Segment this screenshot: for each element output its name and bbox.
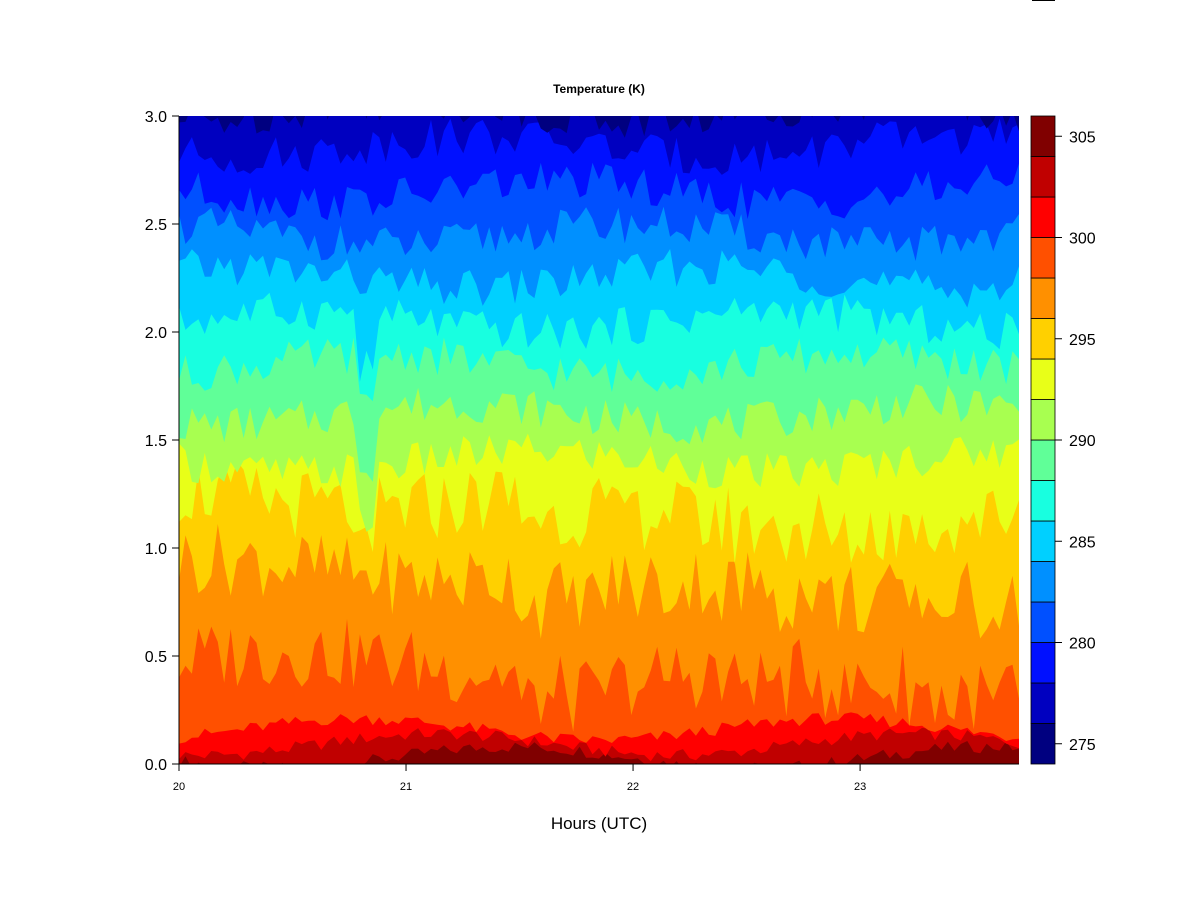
y-tick-label: 0.5 [145, 649, 167, 666]
x-tick-label: 20 [173, 781, 185, 793]
colorbar-swatch-280-282 [1030, 601, 1056, 643]
colorbar-tick-label: 305 [1069, 129, 1096, 146]
x-axis-label: Hours (UTC) [551, 814, 647, 833]
colorbar-tick-label: 290 [1069, 433, 1096, 450]
colorbar-swatch-284-286 [1030, 520, 1056, 562]
colorbar-swatch-296-298 [1030, 277, 1056, 319]
contour-plot-area [179, 116, 1019, 764]
chart-title: Temperature (K) [553, 82, 645, 96]
colorbar-swatch-288-290 [1030, 439, 1056, 481]
colorbar-swatch-274-276 [1030, 723, 1056, 765]
axes: 0.0 0.5 1.0 1.5 2.0 2.5 3.0 20 21 22 23 [145, 109, 1019, 793]
x-tick-label: 21 [400, 781, 412, 793]
colorbar-swatch-276-278 [1030, 682, 1056, 724]
colorbar-swatch-304-306 [1030, 115, 1056, 157]
colorbar-tick-label: 275 [1069, 737, 1096, 754]
y-tick-label: 2.0 [145, 325, 167, 342]
contour-band-274-276 [179, 116, 1019, 138]
colorbar: 275 280 285 290 295 300 305 [1030, 115, 1096, 765]
colorbar-swatch-282-284 [1030, 561, 1056, 603]
colorbar-swatch-298-300 [1030, 237, 1056, 279]
colorbar-swatch-292-294 [1030, 358, 1056, 400]
colorbar-tick-label: 285 [1069, 534, 1096, 551]
colorbar-tick-label: 280 [1069, 636, 1096, 653]
colorbar-swatch-302-304 [1030, 156, 1056, 198]
x-tick-label: 23 [854, 781, 866, 793]
colorbar-swatch-278-280 [1030, 642, 1056, 684]
y-tick-label: 2.5 [145, 217, 167, 234]
colorbar-swatch-300-302 [1030, 196, 1056, 238]
colorbar-tick-label: 295 [1069, 332, 1096, 349]
x-tick-label: 22 [627, 781, 639, 793]
y-tick-label: 3.0 [145, 109, 167, 126]
contour-band-276-278 [179, 116, 1019, 175]
colorbar-tick-label: 300 [1069, 231, 1096, 248]
y-tick-label: 1.5 [145, 433, 167, 450]
colorbar-swatch-290-292 [1030, 399, 1056, 441]
y-tick-label: 0.0 [145, 757, 167, 774]
colorbar-swatch-286-288 [1030, 480, 1056, 522]
y-tick-label: 1.0 [145, 541, 167, 558]
colorbar-swatch-294-296 [1030, 318, 1056, 360]
